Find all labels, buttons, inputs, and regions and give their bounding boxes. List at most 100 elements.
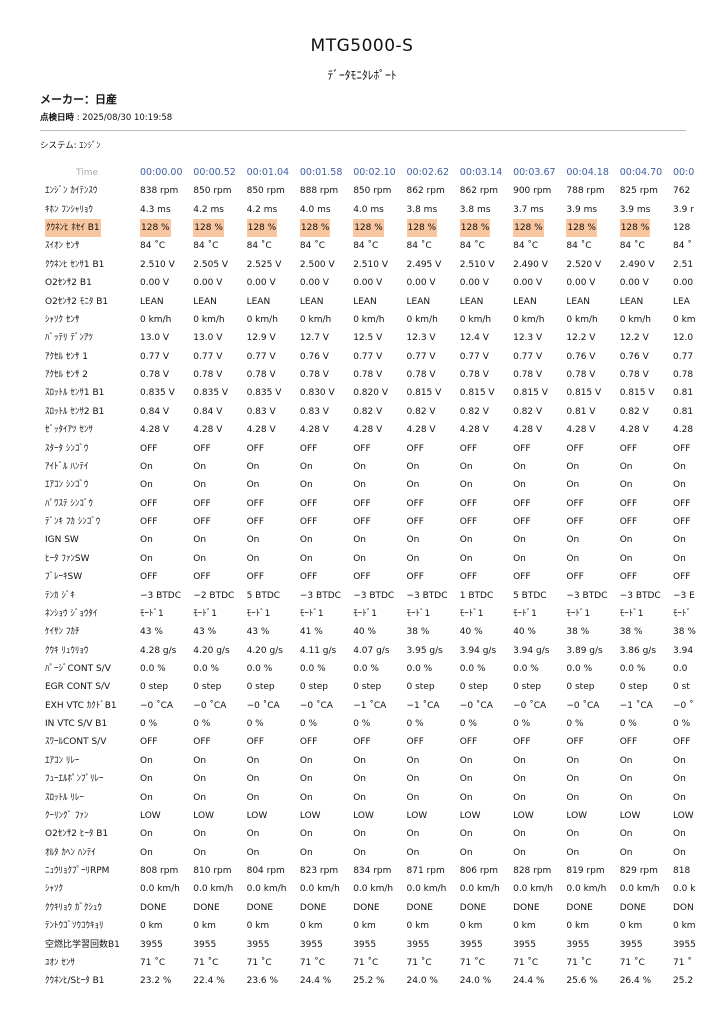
table-cell: On — [673, 829, 686, 840]
table-row: ｷﾎﾝ ﾌﾝｼｬﾘｮｳ 4.3 ms 4.2 ms 4.2 ms 4.0 ms 4.0 m… — [0, 201, 700, 219]
table-cell: 0.81 — [673, 406, 694, 417]
table-cell: On — [353, 755, 366, 766]
table-cell: 128 % — [193, 219, 224, 238]
table-cell: On — [619, 461, 633, 472]
table-cell: 0 % — [140, 719, 158, 730]
table-cell: 0 st — [673, 682, 690, 693]
time-column-header: 00:04.70 — [619, 167, 663, 178]
table-cell: 862 rpm — [459, 186, 499, 197]
table-cell: 3955 — [353, 939, 377, 950]
table-cell: 71 ˚C — [140, 957, 166, 968]
table-cell: −0 ˚CA — [246, 700, 280, 711]
table-cell: 84 ˚ — [673, 241, 692, 252]
table-cell: OFF — [353, 443, 371, 454]
table-cell: 2.495 V — [406, 259, 442, 270]
table-cell: LOW — [299, 810, 321, 821]
table-cell: DONE — [566, 902, 593, 913]
table-cell: On — [673, 535, 686, 546]
table-cell: LEAN — [246, 296, 271, 307]
table-cell: 0 km/h — [140, 314, 172, 325]
table-cell: 2.51 — [673, 259, 694, 270]
row-label: ｸｳﾈﾝﾋ ﾎｾｲ B1 — [45, 219, 101, 238]
table-cell: On — [246, 755, 260, 766]
time-header-label: Time — [76, 168, 99, 178]
table-cell: 3.7 ms — [513, 204, 544, 215]
row-label: ﾕｵﾝ ｾﾝｻ — [45, 957, 75, 968]
table-cell: 0.0 km/h — [353, 884, 394, 895]
table-cell: OFF — [459, 443, 478, 454]
table-cell: 5 BTDC — [513, 590, 547, 601]
table-cell: −1 ˚CA — [619, 700, 653, 711]
table-cell: 3955 — [566, 939, 590, 950]
table-cell: OFF — [406, 443, 424, 454]
time-column-header: 00:04.18 — [566, 167, 609, 178]
table-cell: 71 ˚C — [193, 957, 219, 968]
table-row: ｴﾝｼﾞﾝ ｶｲﾃﾝｽｳ 838 rpm 850 rpm 850 rpm 888 rpm… — [0, 182, 700, 200]
table-cell: 4.28 V — [406, 425, 436, 436]
row-label: ｽﾀｰﾀ ｼﾝｺﾞｳ — [45, 443, 89, 454]
table-cell: On — [406, 755, 420, 766]
table-cell: 0 km/h — [513, 314, 545, 325]
table-cell: On — [619, 829, 633, 840]
row-label: ｽﾛｯﾄﾙ ｾﾝｻ1 B1 — [45, 388, 105, 399]
table-cell: OFF — [459, 737, 478, 748]
table-cell: 0.76 V — [566, 351, 596, 362]
table-cell: 25.2 — [673, 976, 694, 987]
table-cell: 4.20 g/s — [193, 645, 230, 656]
table-row: IN VTC S/V B1 0 % 0 % 0 % 0 % 0 % 0 % 0 % 0 % 0 %… — [0, 715, 700, 733]
table-cell: 128 % — [459, 219, 491, 238]
table-cell: 2.525 V — [246, 259, 282, 270]
table-cell: 0.0 % — [246, 663, 273, 674]
table-cell: 0 km — [193, 921, 216, 932]
table-cell: 23.2 % — [140, 976, 172, 987]
table-cell: 0.00 V — [566, 278, 596, 289]
table-cell: 4.28 V — [193, 425, 223, 436]
table-cell: 0.78 V — [619, 370, 649, 381]
table-cell: 12.0 — [673, 333, 694, 344]
table-cell: OFF — [619, 737, 638, 748]
table-cell: 4.2 ms — [193, 204, 224, 215]
table-cell: 0.0 — [673, 663, 688, 674]
table-cell: DONE — [619, 902, 647, 913]
row-label: ｸｳｷ ﾘｭｳﾘｮｳ — [45, 645, 89, 656]
table-cell: On — [353, 535, 366, 546]
table-row: ﾕｵﾝ ｾﾝｻ 71 ˚C 71 ˚C 71 ˚C 71 ˚C 71 ˚C 71 ˚C 71 … — [0, 954, 700, 972]
table-cell: 0 km — [140, 921, 163, 932]
table-cell: ﾓｰﾄﾞ1 — [619, 608, 644, 619]
table-cell: On — [619, 774, 633, 785]
table-cell: OFF — [406, 498, 424, 509]
table-cell: 3955 — [459, 939, 483, 950]
table-cell: 128 % — [513, 219, 544, 238]
table-cell: DONE — [299, 902, 327, 913]
table-cell: 38 % — [673, 627, 696, 638]
table-cell: 0.835 V — [246, 388, 282, 399]
table-cell: DONE — [246, 902, 274, 913]
table-cell: 0.0 % — [513, 663, 539, 674]
table-cell: On — [299, 480, 313, 491]
table-cell: 0.0 k — [673, 884, 696, 895]
table-cell: On — [299, 774, 313, 785]
table-cell: On — [619, 480, 633, 491]
table-cell: On — [193, 847, 207, 858]
row-label: ｴｱｺﾝ ﾘﾚｰ — [45, 755, 80, 766]
table-cell: −3 BTDC — [619, 590, 661, 601]
table-cell: On — [246, 774, 260, 785]
table-cell: LEAN — [299, 296, 324, 307]
table-cell: 0 km — [246, 921, 270, 932]
table-cell: 0.78 V — [140, 370, 170, 381]
table-cell: 0.82 V — [513, 406, 543, 417]
table-cell: On — [353, 792, 366, 803]
table-cell: On — [673, 480, 686, 491]
row-label: IN VTC S/V B1 — [45, 719, 108, 730]
table-cell: 40 % — [513, 627, 536, 638]
table-row: ﾊﾟﾜｽﾃ ｼﾝｺﾞｳ OFF OFF OFF OFF OFF OFF OFF OFF OFF OF… — [0, 495, 700, 513]
table-cell: 25.6 % — [566, 976, 598, 987]
table-cell: OFF — [140, 498, 158, 509]
table-cell: 828 rpm — [513, 866, 552, 877]
table-cell: DON — [673, 902, 694, 913]
table-cell: ﾓｰﾄﾞ1 — [299, 608, 324, 619]
table-cell: 128 % — [619, 219, 651, 238]
table-cell: OFF — [566, 517, 584, 528]
table-cell: LEAN — [406, 296, 431, 307]
inspection-datetime: 点検日時 : 2025/08/30 10:19:58 — [40, 111, 172, 123]
